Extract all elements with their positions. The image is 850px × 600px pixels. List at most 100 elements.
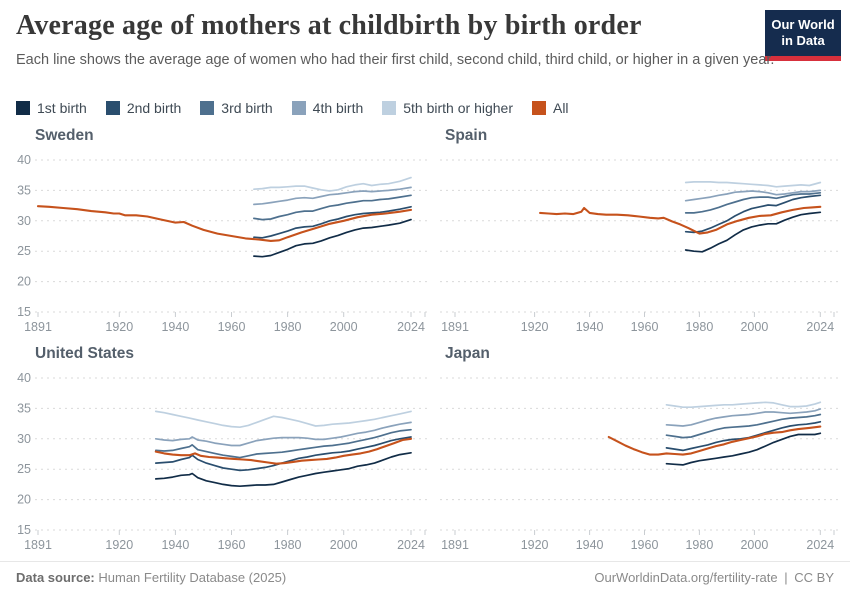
legend-item-label: 1st birth <box>37 100 87 116</box>
logo-line-1: Our World <box>771 17 835 32</box>
x-axis-label: 1920 <box>521 538 549 552</box>
x-axis-label: 1891 <box>441 320 469 334</box>
series-line-all[interactable] <box>607 425 822 456</box>
series-line-5th-birth-or-higher[interactable] <box>154 410 412 429</box>
x-axis-label: 1940 <box>576 320 604 334</box>
legend-swatch-icon <box>105 101 120 115</box>
owid-url-link[interactable]: OurWorldinData.org/fertility-rate <box>594 570 778 585</box>
x-axis-label: 1891 <box>24 320 52 334</box>
license-separator: | <box>784 570 788 585</box>
legend-swatch-icon <box>531 101 546 115</box>
series-line-4th-birth[interactable] <box>154 421 412 447</box>
series-line-5th-birth-or-higher[interactable] <box>253 176 412 192</box>
x-axis-label: 2000 <box>330 538 358 552</box>
x-axis-label: 2000 <box>330 320 358 334</box>
x-axis-label: 2024 <box>806 320 834 334</box>
series-line-5th-birth-or-higher[interactable] <box>684 181 822 188</box>
y-axis-label: 40 <box>17 371 31 385</box>
x-axis-label: 1980 <box>685 320 713 334</box>
x-axis-label: 1891 <box>24 538 52 552</box>
y-axis-label: 30 <box>17 432 31 446</box>
series-line-5th-birth-or-higher[interactable] <box>665 401 822 409</box>
x-axis-label: 2024 <box>397 320 425 334</box>
x-axis-label: 1940 <box>161 320 189 334</box>
x-axis-label: 1980 <box>274 538 302 552</box>
legend-item-all: All <box>531 100 569 116</box>
x-axis-label: 1980 <box>274 320 302 334</box>
license-link[interactable]: CC BY <box>794 570 834 585</box>
panel-title-japan: Japan <box>445 345 490 362</box>
legend-swatch-icon <box>382 101 397 115</box>
x-axis-label: 1980 <box>685 538 713 552</box>
legend-item-label: 4th birth <box>312 100 364 116</box>
x-axis-label: 1920 <box>521 320 549 334</box>
y-axis-label: 20 <box>17 493 31 507</box>
legend-swatch-icon <box>200 101 215 115</box>
footer-links: OurWorldinData.org/fertility-rate | CC B… <box>591 570 834 585</box>
data-source: Data source: Human Fertility Database (2… <box>16 570 286 585</box>
y-axis-label: 20 <box>17 275 31 289</box>
legend-item-label: 5th birth or higher <box>403 100 513 116</box>
y-axis-label: 30 <box>17 214 31 228</box>
chart-united-states[interactable]: 15 20 25 30 35 40 1891 1920 1940 1960 1980 2000 2024 <box>10 366 430 558</box>
x-axis-label: 1920 <box>105 320 133 334</box>
legend-item-3rd-birth: 3rd birth <box>200 100 273 116</box>
x-axis-label: 1960 <box>631 320 659 334</box>
y-axis-label: 35 <box>17 183 31 197</box>
x-axis-label: 2024 <box>397 538 425 552</box>
series-line-1st-birth[interactable] <box>154 451 412 488</box>
series-line-2nd-birth[interactable] <box>684 194 822 234</box>
x-axis-label: 1960 <box>218 538 246 552</box>
series-line-4th-birth[interactable] <box>684 189 822 202</box>
x-axis-label: 1940 <box>576 538 604 552</box>
x-axis-label: 1891 <box>441 538 469 552</box>
series-line-1st-birth[interactable] <box>253 218 412 258</box>
chart-japan[interactable]: 1891 1920 1940 1960 1980 2000 2024 <box>438 366 846 558</box>
series-line-3rd-birth[interactable] <box>253 194 412 221</box>
page-title: Average age of mothers at childbirth by … <box>16 10 642 41</box>
y-axis-label: 35 <box>17 401 31 415</box>
series-line-4th-birth[interactable] <box>253 186 412 206</box>
series-line-all[interactable] <box>539 205 822 235</box>
x-axis-label: 1960 <box>218 320 246 334</box>
legend-swatch-icon <box>291 101 306 115</box>
panel-title-united-states: United States <box>35 345 135 362</box>
data-source-label: Data source: <box>16 570 95 585</box>
series-line-2nd-birth[interactable] <box>253 205 412 239</box>
chart-subtitle: Each line shows the average age of women… <box>16 52 775 68</box>
y-axis-label: 15 <box>17 305 31 319</box>
x-axis-label: 2024 <box>806 538 834 552</box>
series-line-4th-birth[interactable] <box>665 408 822 427</box>
series-line-3rd-birth[interactable] <box>665 413 822 439</box>
legend-swatch-icon <box>16 101 30 115</box>
logo-line-2: in Data <box>781 33 825 49</box>
legend-item-2nd-birth: 2nd birth <box>105 100 182 116</box>
chart-sweden[interactable]: 15 20 25 30 35 40 1891 1920 1940 1960 1980 2000 2024 <box>10 148 430 340</box>
chart-spain[interactable]: 1891 1920 1940 1960 1980 2000 2024 <box>438 148 846 340</box>
y-axis-label: 40 <box>17 153 31 167</box>
x-axis-label: 1960 <box>631 538 659 552</box>
series-line-3rd-birth[interactable] <box>684 191 822 214</box>
data-source-value: Human Fertility Database (2025) <box>98 570 287 585</box>
footer-divider <box>0 561 850 562</box>
owid-logo[interactable]: Our World in Data <box>765 10 841 61</box>
series-line-3rd-birth[interactable] <box>154 428 412 459</box>
footer: Data source: Human Fertility Database (2… <box>16 570 834 585</box>
y-axis-label: 15 <box>17 523 31 537</box>
y-axis-label: 25 <box>17 244 31 258</box>
legend-item-5th-birth-or-higher: 5th birth or higher <box>382 100 513 116</box>
legend-item-1st-birth: 1st birth <box>16 100 87 116</box>
series-line-1st-birth[interactable] <box>665 432 822 466</box>
series-line-all[interactable] <box>36 205 413 242</box>
legend-item-label: 2nd birth <box>126 100 182 116</box>
legend-item-4th-birth: 4th birth <box>291 100 364 116</box>
x-axis-label: 1920 <box>105 538 133 552</box>
series-line-1st-birth[interactable] <box>684 211 822 253</box>
legend-item-label: All <box>552 100 569 116</box>
x-axis-label: 1940 <box>161 538 189 552</box>
y-axis-label: 25 <box>17 462 31 476</box>
series-line-all[interactable] <box>154 437 413 465</box>
x-axis-label: 2000 <box>740 538 768 552</box>
legend-item-label: 3rd birth <box>221 100 273 116</box>
